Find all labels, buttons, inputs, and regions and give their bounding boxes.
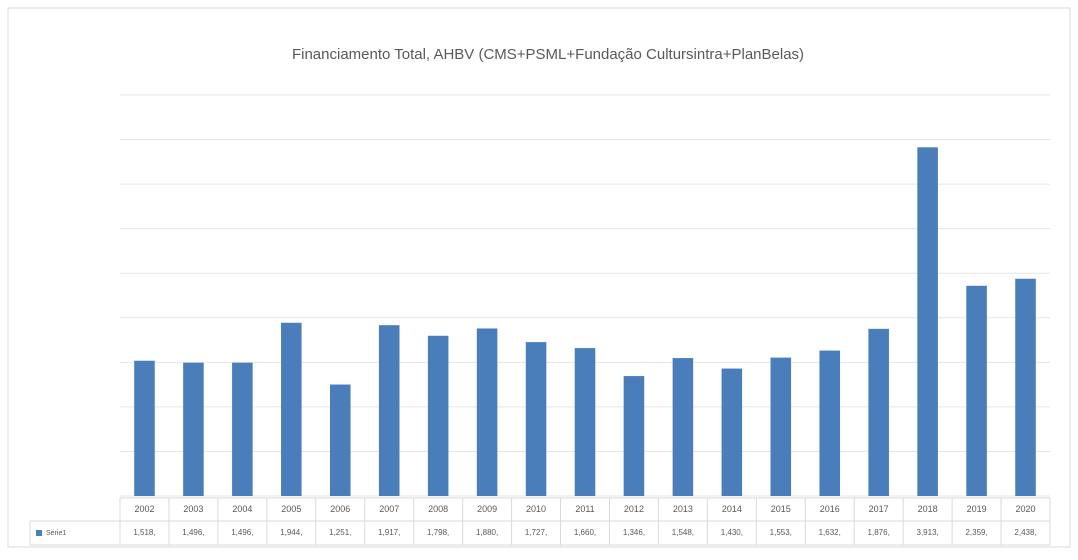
data-label: 1,798,: [427, 528, 449, 537]
data-label: 1,496,: [231, 528, 253, 537]
data-label: 1,727,: [525, 528, 547, 537]
bar: [721, 368, 743, 496]
x-tick-label: 2011: [575, 504, 594, 514]
bar: [476, 328, 498, 496]
bar: [329, 384, 351, 496]
data-label: 1,251,: [329, 528, 351, 537]
x-tick-label: 2017: [869, 504, 889, 514]
data-label: 1,660,: [574, 528, 596, 537]
data-label: 1,553,: [770, 528, 792, 537]
chart-title: Financiamento Total, AHBV (CMS+PSML+Fund…: [292, 46, 804, 63]
data-label: 1,632,: [819, 528, 841, 537]
x-tick-label: 2003: [183, 504, 203, 514]
bar: [183, 362, 204, 496]
bar: [574, 348, 596, 496]
x-tick-label: 2012: [624, 504, 644, 514]
data-label: 3,913,: [917, 528, 939, 537]
bar: [623, 376, 645, 496]
bar: [672, 358, 694, 496]
data-label: 1,346,: [623, 528, 645, 537]
x-tick-label: 2015: [771, 504, 791, 514]
bar: [819, 350, 841, 496]
bar: [378, 325, 400, 496]
data-label: 1,548,: [672, 528, 694, 537]
x-tick-label: 2018: [918, 504, 938, 514]
legend-label: Série1: [46, 530, 66, 537]
x-tick-label: 2005: [281, 504, 301, 514]
x-tick-label: 2019: [967, 504, 987, 514]
data-label: 1,496,: [182, 528, 204, 537]
x-tick-label: 2009: [477, 504, 497, 514]
data-label: 2,359,: [965, 528, 987, 537]
x-tick-label: 2010: [526, 504, 546, 514]
legend-key: [36, 530, 42, 536]
x-tick-label: 2002: [134, 504, 154, 514]
bar: [281, 322, 302, 496]
data-label: 1,880,: [476, 528, 498, 537]
bar: [868, 328, 889, 496]
bar: [966, 285, 987, 496]
x-tick-label: 2004: [232, 504, 252, 514]
bar: [525, 342, 547, 496]
x-tick-label: 2006: [330, 504, 350, 514]
data-label: 1,944,: [280, 528, 302, 537]
bar: [427, 335, 449, 496]
data-label: 1,430,: [721, 528, 743, 537]
bar: [917, 147, 938, 496]
data-label: 2,438,: [1014, 528, 1036, 537]
bar: [770, 357, 792, 496]
data-label: 1,876,: [868, 528, 890, 537]
x-tick-label: 2016: [820, 504, 840, 514]
bar: [232, 362, 253, 496]
x-tick-label: 2020: [1016, 504, 1036, 514]
x-tick-label: 2008: [428, 504, 448, 514]
data-label: 1,917,: [378, 528, 400, 537]
x-tick-label: 2007: [379, 504, 399, 514]
bar: [134, 360, 155, 496]
x-tick-label: 2014: [722, 504, 742, 514]
x-tick-label: 2013: [673, 504, 693, 514]
bar: [1015, 278, 1036, 496]
data-label: 1,518,: [133, 528, 155, 537]
